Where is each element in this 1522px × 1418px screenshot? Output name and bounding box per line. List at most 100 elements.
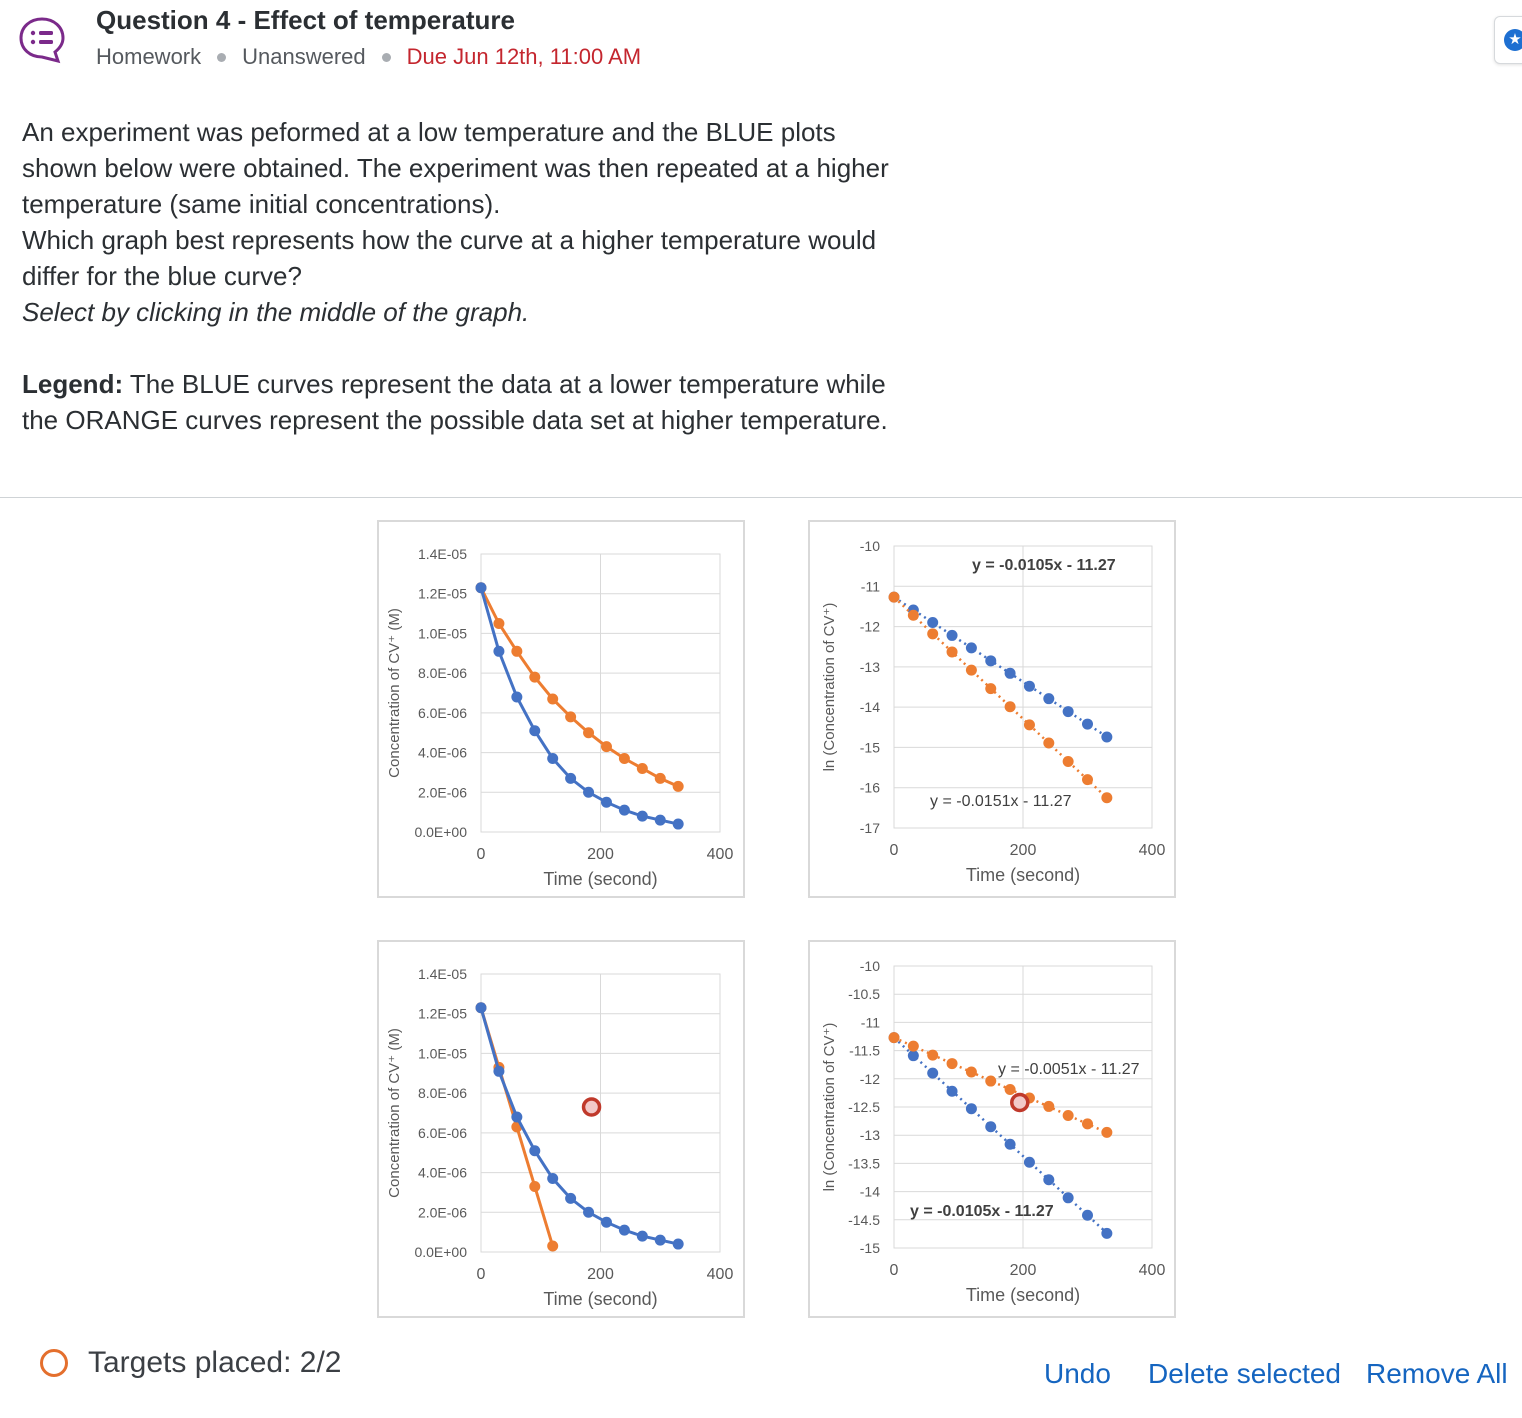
question-list-icon [18,16,66,64]
x-tick-label: 400 [707,846,734,863]
data-point-orange [618,753,630,765]
y-tick-label: -13.5 [848,1155,880,1171]
data-point-blue [565,1192,577,1204]
legend-text: Legend: The BLUE curves represent the da… [22,366,922,402]
prompt-line: differ for the blue curve? [22,261,302,291]
placed-target-marker [1010,1092,1030,1113]
graph-option-top-left[interactable]: 0.0E+00 2.0E-06 4.0E-06 6.0E-06 8.0E-06 1.0E-… [377,520,745,898]
corner-star-button[interactable]: ★ [1494,16,1522,64]
data-point-blue [475,582,487,594]
data-point-orange [1062,1109,1074,1121]
data-point-blue [965,1103,977,1115]
data-point-blue [1023,1156,1035,1168]
y-tick-label: 2.0E-06 [418,784,467,800]
data-point-blue [511,1111,523,1123]
data-point-orange [888,1032,900,1044]
x-tick-label: 400 [707,1266,734,1283]
y-tick-label: -12.5 [848,1099,880,1115]
data-point-blue [1062,1192,1074,1204]
data-point-blue [985,1121,997,1133]
data-point-blue [1101,1227,1113,1239]
trendline-equation: y = -0.0051x - 11.27 [998,1061,1140,1078]
remove-all-button[interactable]: Remove All [1366,1358,1508,1389]
graph-option-top-right[interactable]: -10 -11 -12 -13 -14 -15 -16 -17 0 200 400 Time (sec… [808,520,1176,898]
x-tick-label: 400 [1139,1262,1166,1279]
question-meta: Homework Unanswered Due Jun 12th, 11:00 … [96,44,641,70]
y-axis-label: ln (Concentration of CV⁺) [821,1023,838,1192]
data-point-blue [965,642,977,654]
due-date: Due Jun 12th, 11:00 AM [406,44,642,69]
data-point-orange [985,1075,997,1087]
y-tick-label: 1.4E-05 [418,966,467,982]
data-point-orange [565,711,577,723]
graph-option-bottom-right[interactable]: -10 -10.5 -11 -11.5 -12 -12.5 -13 -13.5 -14 -14.5… [808,940,1176,1318]
x-tick-label: 0 [890,1262,899,1279]
x-tick-label: 200 [587,846,614,863]
graph-option-bottom-left[interactable]: 0.0E+00 2.0E-06 4.0E-06 6.0E-06 8.0E-06 1.0E-… [377,940,745,1318]
y-tick-label: -14 [860,699,880,715]
data-point-orange [654,772,666,784]
data-point-blue [511,691,523,703]
data-point-blue [1043,693,1055,705]
y-axis-label: Concentration of CV⁺ (M) [386,608,403,778]
chart-svg: 0.0E+00 2.0E-06 4.0E-06 6.0E-06 8.0E-06 1.0E-… [386,546,734,889]
prompt-line: temperature (same initial concentrations… [22,189,501,219]
data-point-blue [547,1173,559,1185]
legend-line: The BLUE curves represent the data at a … [123,369,886,399]
x-tick-label: 200 [1010,842,1037,859]
x-tick-label: 200 [587,1266,614,1283]
data-point-blue [600,1216,612,1228]
data-point-orange [547,1240,559,1252]
y-tick-label: 1.2E-05 [418,1006,467,1022]
delete-selected-button[interactable]: Delete selected [1148,1358,1342,1389]
data-point-blue [493,1065,505,1077]
answer-status: Unanswered [242,44,366,69]
y-tick-label: 8.0E-06 [418,1085,467,1101]
data-point-orange [1062,756,1074,768]
data-point-blue [946,629,958,641]
data-point-orange [965,664,977,676]
trendline-equation: y = -0.0105x - 11.27 [910,1203,1054,1220]
y-tick-label: 1.0E-05 [418,1045,467,1061]
data-point-orange [1082,774,1093,786]
data-point-orange [1082,1118,1093,1130]
data-point-blue [1004,1138,1016,1150]
data-point-blue [907,1050,919,1062]
chart-svg: -10 -10.5 -11 -11.5 -12 -12.5 -13 -13.5 -14 -14.5… [821,958,1166,1305]
placed-target-marker [581,1097,602,1117]
data-point-blue [672,818,684,830]
y-tick-label: 4.0E-06 [418,1165,467,1181]
data-point-blue [475,1002,487,1014]
data-point-orange [547,693,559,705]
y-tick-label: -16 [860,780,880,796]
question-prompt: An experiment was peformed at a low temp… [22,114,922,438]
star-badge-icon: ★ [1504,29,1522,51]
y-tick-label: 1.2E-05 [418,586,467,602]
data-point-blue [946,1085,958,1097]
data-point-blue [654,814,666,826]
data-point-blue [618,804,630,816]
data-point-orange [1043,1100,1055,1112]
y-tick-label: 8.0E-06 [418,665,467,681]
y-tick-label: -14.5 [848,1212,880,1228]
data-point-blue [927,1067,939,1079]
y-tick-label: -11.5 [849,1043,880,1059]
prompt-line: An experiment was peformed at a low temp… [22,117,836,147]
data-point-orange [1101,1126,1113,1138]
data-point-orange [1023,719,1035,731]
y-tick-label: -15 [860,739,880,755]
data-point-blue [654,1234,666,1246]
undo-button[interactable]: Undo [1044,1358,1111,1389]
data-point-orange [907,609,919,621]
y-tick-label: -13 [860,659,880,675]
x-axis-label: Time (second) [543,1289,657,1309]
prompt-line: Which graph best represents how the curv… [22,225,877,255]
y-tick-label: 6.0E-06 [418,1125,467,1141]
y-tick-label: 4.0E-06 [418,745,467,761]
section-divider [0,497,1522,498]
targets-status: Targets placed: 2/2 [40,1346,342,1380]
data-point-orange [600,741,612,753]
trendline-equation: y = -0.0105x - 11.27 [972,557,1116,574]
y-tick-label: 6.0E-06 [418,705,467,721]
targets-placed-text: Targets placed: 2/2 [88,1346,342,1379]
